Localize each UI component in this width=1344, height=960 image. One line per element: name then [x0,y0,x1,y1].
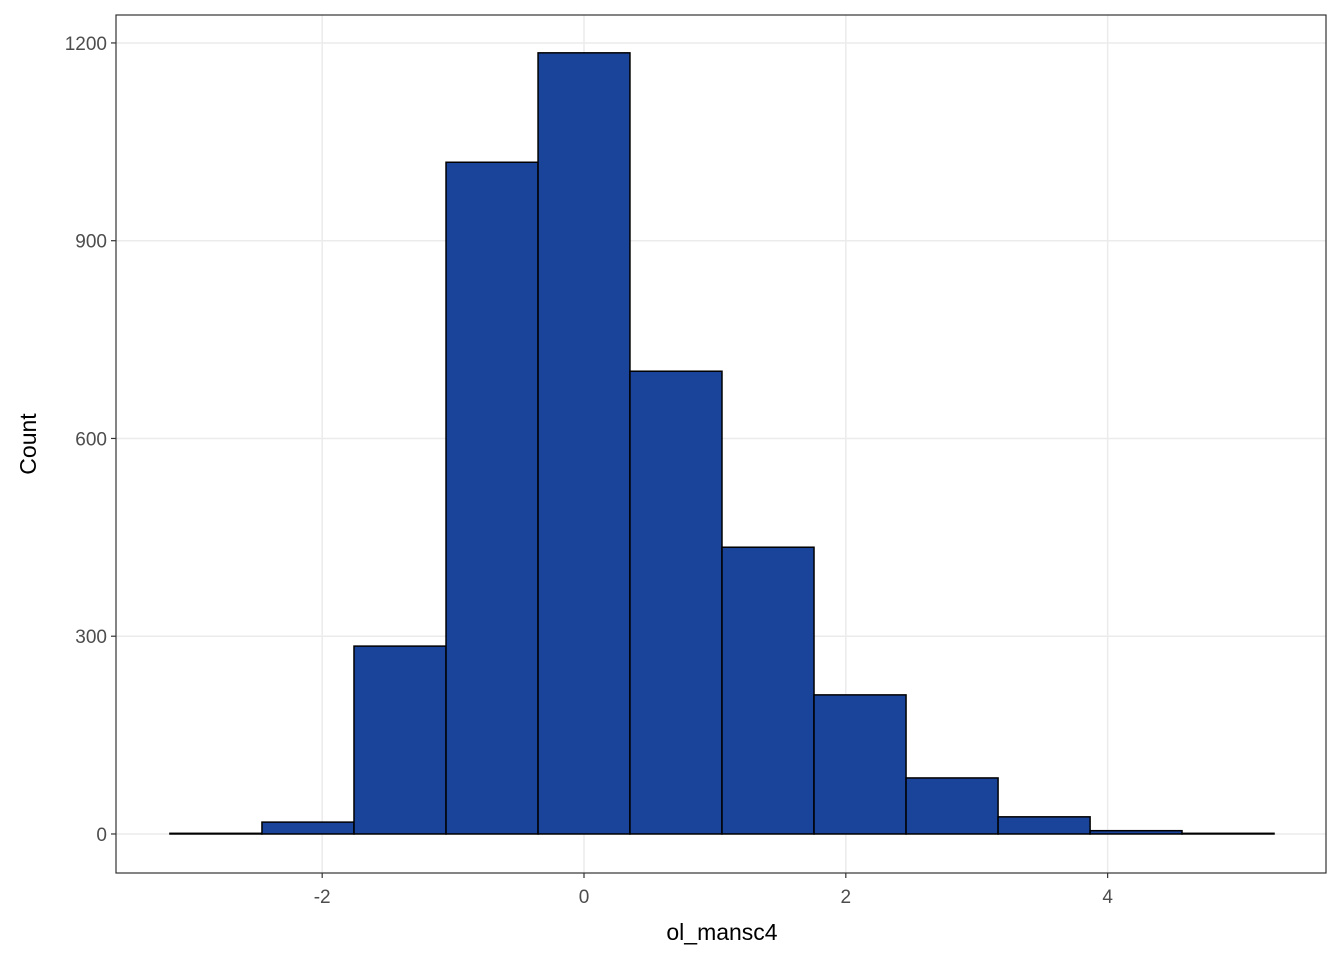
bar [1089,829,1183,835]
y-tick-label: 900 [75,232,107,253]
y-tick-label: 1200 [65,34,107,55]
bar [721,546,815,835]
x-tick-label: 2 [841,887,852,908]
bar [445,161,539,835]
bar [537,52,631,835]
y-axis-title: Count [15,413,41,475]
bar [629,370,723,835]
bar [261,821,355,835]
y-tick-label: 0 [96,825,107,846]
x-axis-title: ol_mansc4 [666,919,777,945]
bar [353,645,447,835]
bar [997,816,1091,835]
bar [905,777,999,835]
panel-border [115,14,1327,874]
y-tick-label: 300 [75,627,107,648]
x-tick-label: -2 [314,887,331,908]
y-tick-label: 600 [75,429,107,450]
x-tick-label: 0 [579,887,590,908]
x-tick-label: 4 [1102,887,1113,908]
bars [169,52,1275,835]
bar [1181,832,1275,835]
bar [813,694,907,835]
bar [169,832,263,835]
